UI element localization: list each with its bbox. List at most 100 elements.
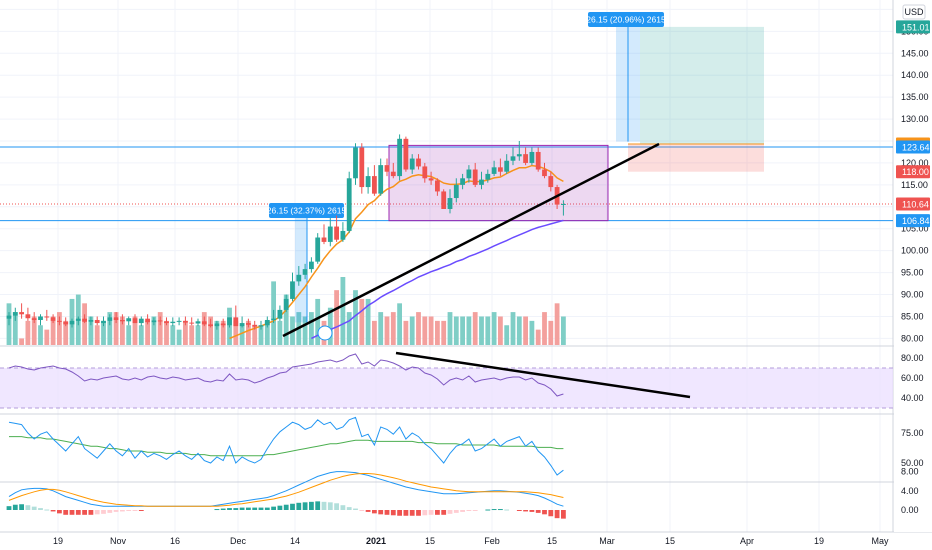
- ma-layer: [229, 164, 564, 340]
- macd-histogram-bar: [12, 504, 18, 510]
- macd-histogram-bar: [554, 510, 560, 519]
- volume-bar: [94, 325, 100, 345]
- volume-bar: [435, 320, 440, 345]
- candle-body: [227, 317, 232, 326]
- candle-body: [334, 226, 339, 240]
- candle-body: [542, 169, 547, 177]
- candle-body: [416, 158, 421, 167]
- time-axis[interactable]: 19 Nov 16 Dec 14 2021 15 Feb 15 Mar 15 Apr 19 May: [53, 536, 889, 546]
- candle-body: [403, 138, 409, 170]
- price-tick-label: 85.00: [901, 311, 924, 321]
- candle-body: [422, 166, 428, 179]
- volume-bar: [120, 316, 125, 345]
- macd-histogram-bar: [132, 510, 138, 511]
- candle-body: [107, 317, 113, 321]
- volume-bar: [340, 277, 346, 345]
- candle-body: [523, 154, 528, 163]
- currency-label: USD: [904, 7, 924, 17]
- candle-body: [252, 324, 258, 327]
- macd-histogram-bar: [453, 510, 459, 513]
- macd-histogram-bar: [6, 506, 12, 510]
- volume-bar: [390, 312, 396, 345]
- volume-bar: [258, 325, 264, 345]
- macd-histogram-bar: [359, 510, 365, 511]
- macd-histogram-bar: [334, 503, 339, 510]
- candle-body: [12, 312, 18, 316]
- date-tick-label: Apr: [740, 536, 754, 546]
- date-tick-label: 15: [665, 536, 675, 546]
- rsi-band: [0, 368, 893, 408]
- price-axis[interactable]: USD150.00145.00140.00135.00130.00125.001…: [894, 0, 932, 532]
- volume-bar: [428, 316, 434, 345]
- volume-bar: [353, 290, 358, 345]
- price-tick-label: 140.00: [901, 70, 929, 80]
- measure-label: 26.15 (20.96%) 2615: [586, 15, 666, 25]
- macd-histogram-bar: [321, 501, 327, 510]
- macd-histogram-bar: [246, 507, 251, 510]
- candle-body: [120, 319, 125, 322]
- volume-bar: [498, 316, 503, 345]
- stoch-k-line: [8, 416, 564, 476]
- grid-layer: [0, 0, 932, 533]
- price-tick-label: 105.00: [901, 224, 929, 234]
- macd-histogram-bar: [384, 510, 390, 515]
- price-axis-background: [894, 0, 932, 532]
- macd-histogram-bar: [25, 505, 31, 510]
- volume-bar: [50, 316, 56, 345]
- macd-histogram-bar: [69, 510, 75, 515]
- volume-bar: [491, 312, 497, 345]
- macd-histogram-bar: [271, 506, 276, 510]
- date-tick-label: May: [871, 536, 889, 546]
- macd-histogram-bar: [227, 508, 232, 510]
- macd-signal-line: [8, 473, 564, 507]
- candle-body: [529, 151, 535, 163]
- volume-bar: [38, 325, 43, 345]
- candle-body: [485, 173, 491, 180]
- macd-histogram-bar: [75, 510, 81, 515]
- volume-bar: [201, 312, 207, 345]
- volume-bar: [510, 312, 516, 345]
- macd-histogram-bar: [88, 510, 94, 515]
- volume-bar: [214, 320, 220, 345]
- volume-bar: [397, 303, 402, 345]
- volume-bar: [82, 303, 87, 345]
- overlay-layer: D: [282, 142, 660, 341]
- candle-body: [510, 156, 516, 161]
- price-tag-box: [896, 214, 930, 228]
- measure-label-box: [269, 203, 344, 218]
- volume-bar: [44, 329, 50, 345]
- date-tick-label: Mar: [599, 536, 615, 546]
- volume-bar: [453, 316, 459, 345]
- candle-body: [453, 184, 459, 199]
- macd-histogram-bar: [101, 510, 106, 514]
- candle-body: [491, 167, 497, 174]
- macd-histogram-bar: [315, 501, 321, 510]
- volume-bar: [416, 312, 421, 345]
- macd-histogram-bar: [82, 510, 87, 515]
- volume-bar: [447, 312, 453, 345]
- volume-bar: [409, 316, 415, 345]
- macd-histogram-bar: [258, 507, 264, 510]
- macd-histogram-bar: [441, 510, 447, 515]
- volume-bar: [472, 312, 478, 345]
- rsi-tick-label: 80.00: [901, 353, 924, 363]
- target-zone: [640, 26, 764, 145]
- candle-body: [189, 322, 195, 324]
- candle-body: [25, 314, 31, 319]
- volume-bar: [151, 316, 157, 345]
- price-tick-label: 145.00: [901, 48, 929, 58]
- candle-body: [283, 298, 289, 310]
- macd-histogram-bar: [63, 510, 69, 515]
- candle-body: [101, 320, 106, 324]
- macd-histogram-bar: [372, 510, 377, 514]
- price-tick-label: 80.00: [901, 333, 924, 343]
- volume-bar: [164, 320, 169, 345]
- volume-bar: [189, 325, 195, 345]
- macd-histogram-bar: [44, 509, 50, 511]
- candle-body: [472, 169, 478, 185]
- macd-histogram-bar: [31, 506, 37, 510]
- ema-fast-line: [229, 164, 564, 340]
- candle-body: [309, 261, 314, 270]
- candle-body: [157, 320, 163, 322]
